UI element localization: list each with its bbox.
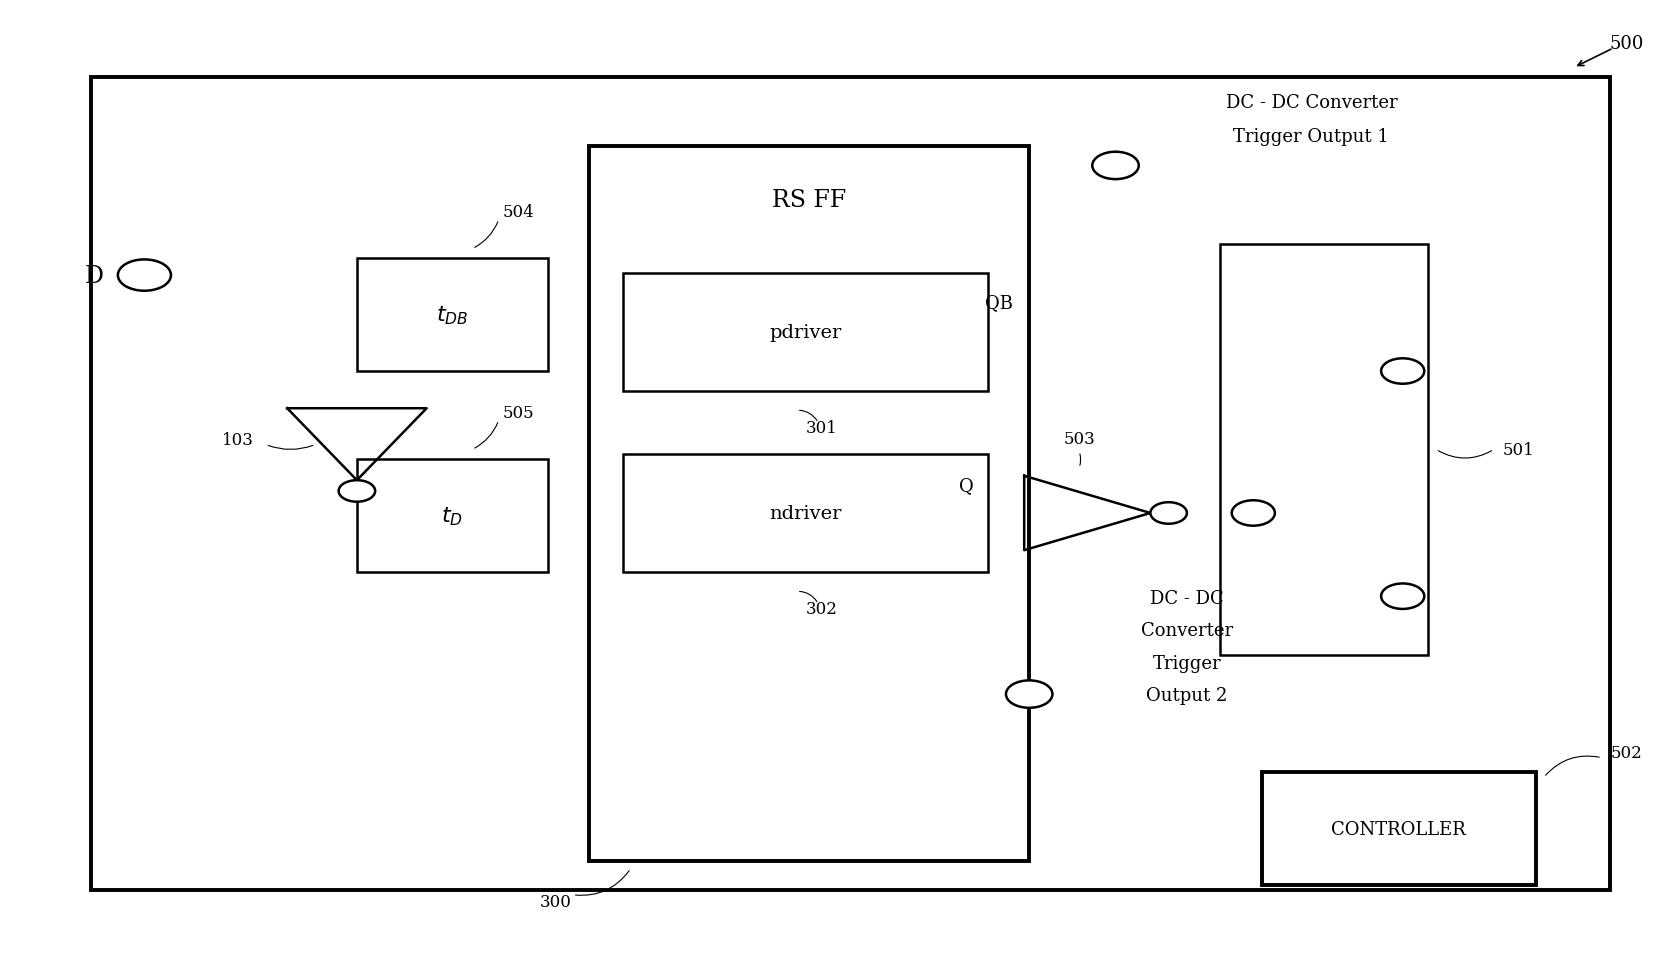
Bar — [357, 460, 548, 572]
Circle shape — [339, 480, 375, 503]
Text: Q: Q — [959, 477, 973, 495]
Circle shape — [1150, 503, 1187, 524]
Text: RS FF: RS FF — [772, 189, 847, 212]
Text: 502: 502 — [1610, 744, 1643, 762]
Circle shape — [1092, 153, 1139, 180]
Bar — [622, 455, 988, 572]
Text: 500: 500 — [1610, 35, 1643, 53]
Bar — [91, 78, 1610, 890]
Text: pdriver: pdriver — [769, 324, 842, 341]
Text: Output 2: Output 2 — [1145, 687, 1228, 704]
Text: DC - DC: DC - DC — [1150, 590, 1223, 607]
Bar — [622, 274, 988, 391]
Text: 505: 505 — [503, 404, 535, 422]
Text: CONTROLLER: CONTROLLER — [1331, 820, 1466, 838]
Text: $t_{D}$: $t_{D}$ — [442, 505, 463, 527]
Text: 300: 300 — [540, 893, 573, 911]
Text: Trigger Output 1: Trigger Output 1 — [1233, 128, 1389, 146]
Text: QB: QB — [986, 294, 1013, 312]
Circle shape — [118, 260, 171, 291]
Text: Trigger: Trigger — [1152, 654, 1222, 672]
Bar — [1262, 773, 1536, 885]
Text: 301: 301 — [805, 420, 838, 437]
Bar — [589, 147, 1029, 861]
Bar — [357, 259, 548, 372]
Text: ndriver: ndriver — [769, 505, 842, 522]
Text: 103: 103 — [221, 431, 254, 449]
Text: D: D — [85, 264, 105, 288]
Circle shape — [1381, 584, 1424, 609]
Circle shape — [1006, 681, 1052, 708]
Text: 501: 501 — [1502, 441, 1536, 459]
Text: DC - DC Converter: DC - DC Converter — [1225, 94, 1398, 111]
Text: 504: 504 — [503, 203, 535, 221]
Text: $t_{DB}$: $t_{DB}$ — [437, 304, 468, 327]
Bar — [1220, 244, 1428, 655]
Text: 503: 503 — [1062, 430, 1096, 448]
Circle shape — [1381, 359, 1424, 384]
Text: 302: 302 — [805, 600, 838, 618]
Circle shape — [1232, 501, 1275, 526]
Text: Converter: Converter — [1140, 622, 1233, 640]
